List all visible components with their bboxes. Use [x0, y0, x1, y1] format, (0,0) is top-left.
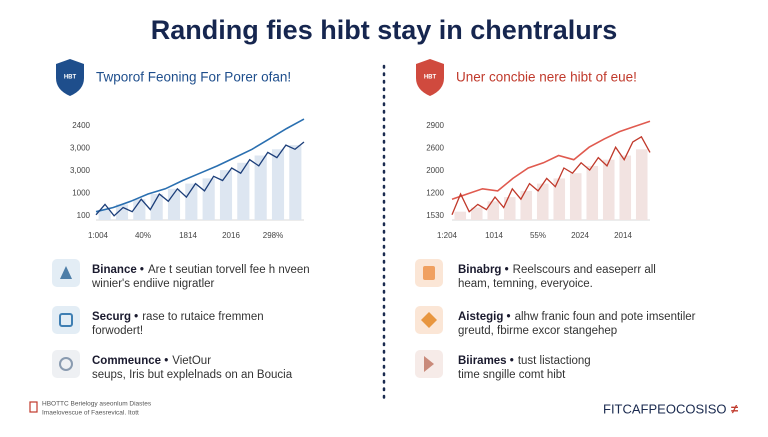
item-title: Aistegig • — [458, 311, 511, 323]
footer-mark: ≠ — [731, 401, 738, 416]
footer-logo — [29, 401, 38, 413]
line-series — [451, 135, 651, 216]
shield-icon — [416, 59, 444, 96]
bar — [470, 207, 483, 220]
item-text: tust listactiong — [518, 355, 591, 367]
item-line: Aistegig • alhw franic foun and pote imse… — [458, 311, 696, 323]
y-axis-label: 3,000 — [70, 144, 91, 153]
bar — [487, 201, 500, 220]
item-icon-glyph — [423, 266, 435, 280]
y-axis-label: 2000 — [426, 166, 444, 175]
x-tick-label: 298% — [263, 231, 283, 240]
bar — [503, 197, 516, 220]
bar — [586, 165, 599, 220]
item-text: Reelscours and easeperr all — [513, 264, 656, 276]
item-text: VietOur — [172, 355, 211, 367]
bar — [602, 159, 615, 220]
item-line: Biirames • tust listactiong — [458, 355, 591, 367]
x-tick-label: 1814 — [179, 231, 197, 240]
item-title: Securg • — [92, 311, 138, 323]
item-text: winier's endiive nigratler — [91, 278, 215, 290]
x-tick-label: 1:204 — [437, 231, 458, 240]
bar — [289, 145, 302, 220]
x-tick-label: 2014 — [614, 231, 632, 240]
item-icon-glyph — [59, 357, 73, 371]
x-tick-label: 1:004 — [88, 231, 109, 240]
item-title: Biirames • — [458, 355, 514, 367]
x-tick-label: 1014 — [485, 231, 503, 240]
bar — [553, 178, 566, 220]
item-title: Commeunce • — [92, 355, 168, 367]
item-icon-glyph — [421, 312, 437, 328]
y-axis-label: 3,000 — [70, 166, 91, 175]
bar — [569, 173, 582, 220]
bar — [185, 183, 198, 220]
item-icon-glyph — [60, 266, 72, 279]
bar — [635, 149, 648, 220]
bar — [536, 183, 549, 220]
bar — [133, 199, 146, 220]
y-axis-label: 2600 — [426, 144, 444, 153]
bar — [454, 211, 467, 220]
item-text: alhw franic foun and pote imsentiler — [515, 311, 696, 323]
item-icon-glyph — [59, 313, 73, 327]
shield-icon — [56, 59, 84, 96]
bar — [219, 170, 233, 220]
x-tick-label: 40% — [135, 231, 151, 240]
y-axis-label: 1530 — [426, 211, 444, 220]
bar — [520, 190, 533, 220]
x-tick-label: 55% — [530, 231, 546, 240]
item-title: Binabrg • — [458, 264, 509, 276]
item-text: time sngille comt hibt — [458, 369, 566, 381]
item-text: seups, Iris but explelnads on an Boucia — [92, 369, 293, 381]
bar — [619, 155, 632, 220]
line-series — [95, 118, 305, 213]
item-line: Binance • Are t seutian torvell fee h nve… — [92, 264, 310, 276]
y-axis-label: 1200 — [426, 189, 444, 198]
item-line: Commeunce • VietOur — [92, 355, 211, 367]
bar — [98, 209, 111, 220]
item-icon-glyph — [424, 356, 434, 372]
y-axis-label: 2900 — [426, 121, 444, 130]
y-axis-label: 2400 — [72, 121, 90, 130]
item-icon — [52, 306, 80, 334]
bar — [271, 149, 285, 220]
item-icon — [52, 350, 80, 378]
item-line: Binabrg • Reelscours and easeperr all — [458, 264, 656, 276]
x-tick-label: 2016 — [222, 231, 240, 240]
item-text: heam, temning, everyoice. — [458, 278, 593, 290]
shield-text: HBT — [64, 75, 77, 81]
bar — [254, 155, 267, 220]
bar — [150, 194, 163, 220]
y-axis-label: 1000 — [72, 189, 90, 198]
line-series — [451, 120, 651, 200]
footer-brand: FITCAFPEOCOSISO — [603, 401, 727, 416]
footer-text: HBOTTC Berielogy aseonlum Diastes — [42, 401, 152, 408]
item-text: Are t seutian torvell fee h nveen — [148, 264, 310, 276]
item-text: forwodert! — [92, 325, 143, 337]
title: Randing fies hibt stay in chentralurs — [151, 15, 618, 45]
footer-text: Imaelovescue of Faesrevical. Itott — [42, 410, 139, 417]
item-text: greutd, fbirme excor stangehep — [458, 325, 617, 337]
item-line: Securg • rase to rutaice fremmen — [92, 311, 264, 323]
heading: Twporof Feoning For Porer ofan! — [96, 70, 291, 85]
item-title: Binance • — [92, 264, 144, 276]
item-text: rase to rutaice fremmen — [142, 311, 263, 323]
y-axis-label: 100 — [77, 211, 91, 220]
shield-text: HBT — [424, 75, 437, 81]
heading: Uner concbie nere hibt of eue! — [456, 70, 637, 85]
x-tick-label: 2024 — [571, 231, 589, 240]
line-series — [95, 141, 305, 217]
bar — [237, 162, 250, 220]
